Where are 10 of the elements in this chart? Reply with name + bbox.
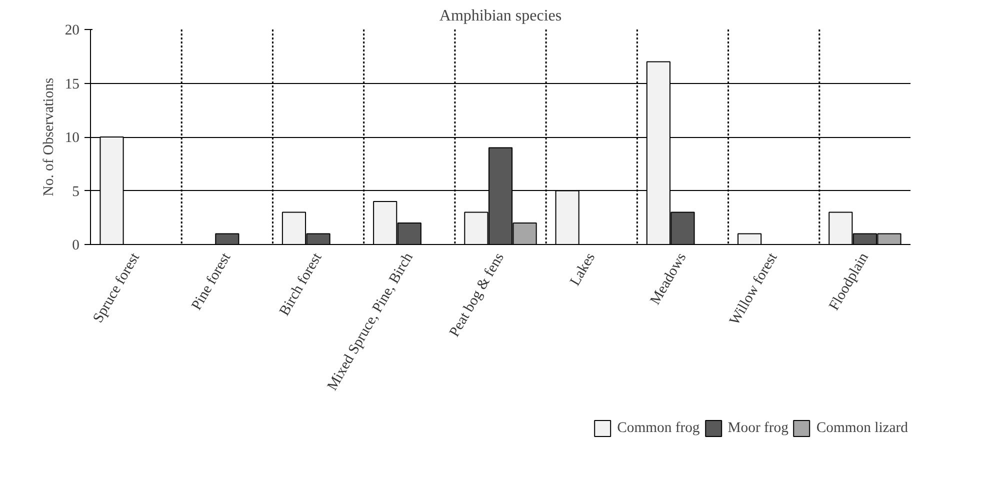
y-tick-label: 0 xyxy=(72,238,80,254)
y-tick-label: 5 xyxy=(72,184,80,200)
legend-label: Common frog xyxy=(617,420,700,436)
y-tick-label: 20 xyxy=(64,22,80,38)
y-axis-title: No. of Observations xyxy=(40,77,57,196)
legend-label: Moor frog xyxy=(728,420,788,436)
y-tick-label: 10 xyxy=(64,130,80,146)
y-tick-label: 15 xyxy=(64,76,80,92)
chart-title: Amphibian species xyxy=(439,8,562,24)
legend-label: Common lizard xyxy=(816,420,908,436)
